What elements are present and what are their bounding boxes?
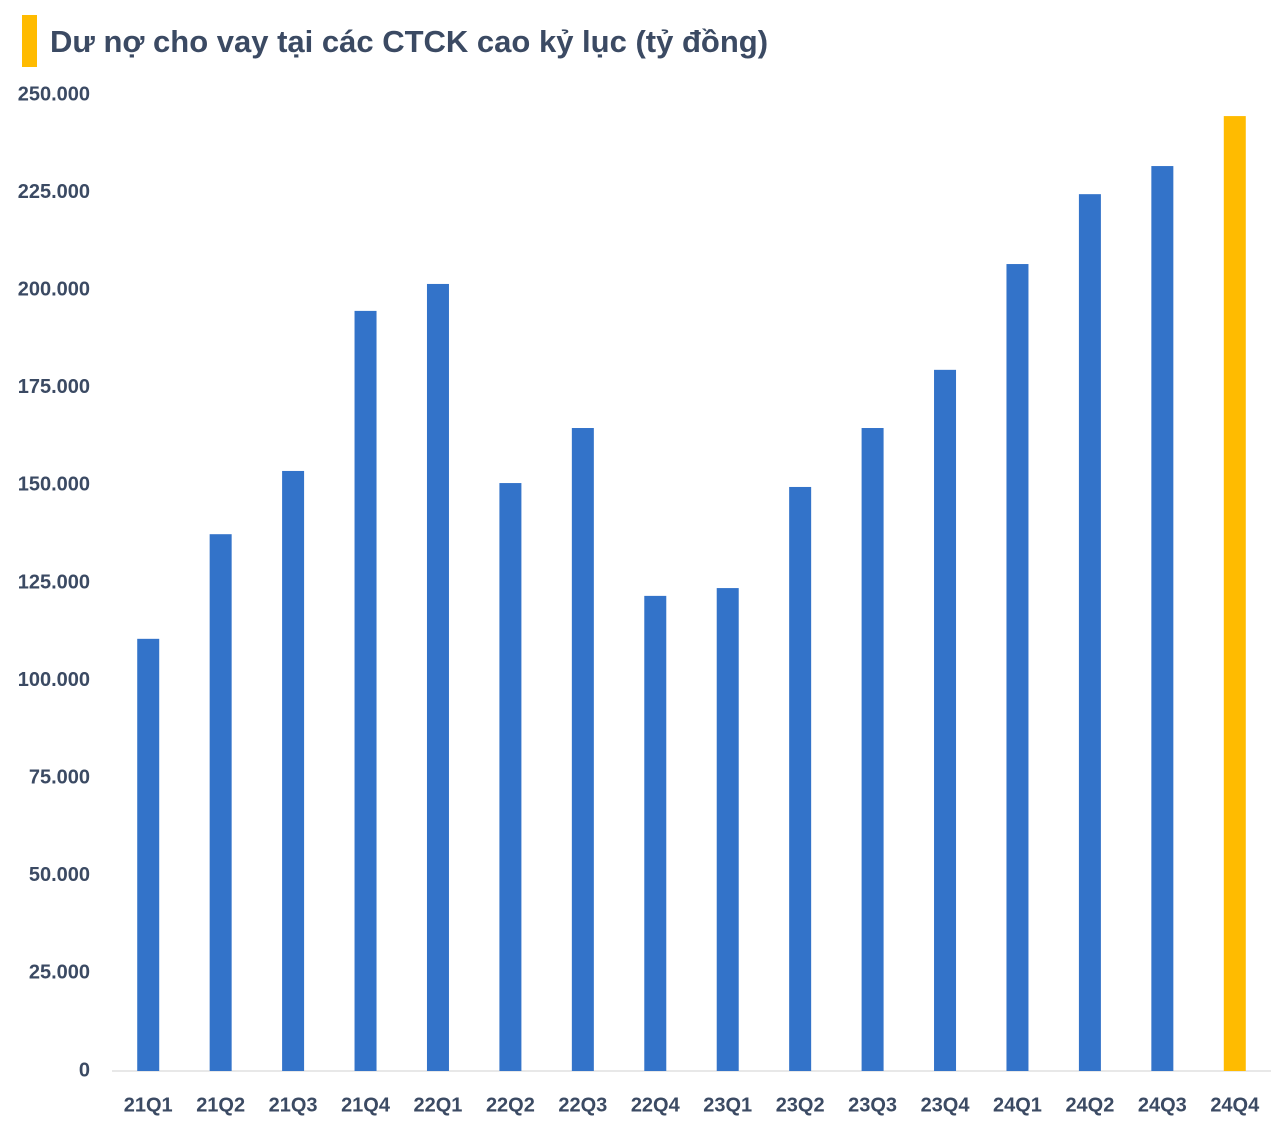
x-tick-label: 23Q2 (776, 1094, 825, 1116)
y-tick-label: 25.000 (29, 962, 90, 984)
bar (137, 638, 160, 1071)
y-tick-label: 125.000 (18, 571, 90, 593)
bar (1223, 116, 1246, 1071)
x-tick-label: 21Q1 (124, 1094, 173, 1116)
title-accent (22, 15, 37, 67)
bar (499, 483, 522, 1071)
bar (1006, 264, 1029, 1071)
bar (789, 486, 812, 1071)
x-tick-label: 24Q1 (993, 1094, 1042, 1116)
y-tick-label: 0 (79, 1059, 90, 1081)
bar (644, 595, 667, 1071)
y-tick-label: 100.000 (18, 669, 90, 691)
bar (354, 310, 377, 1071)
bar (571, 428, 594, 1071)
x-tick-label: 22Q4 (631, 1094, 681, 1116)
x-tick-label: 24Q2 (1065, 1094, 1114, 1116)
y-tick-label: 75.000 (29, 766, 90, 788)
x-tick-label: 21Q2 (196, 1094, 245, 1116)
y-tick-label: 225.000 (18, 181, 90, 203)
x-tick-label: 23Q3 (848, 1094, 897, 1116)
x-tick-label: 22Q1 (414, 1094, 463, 1116)
x-tick-label: 24Q4 (1210, 1094, 1260, 1116)
y-tick-label: 200.000 (18, 278, 90, 300)
bar (934, 369, 957, 1071)
y-tick-label: 150.000 (18, 474, 90, 496)
bar (282, 470, 305, 1071)
x-tick-label: 23Q4 (921, 1094, 971, 1116)
x-tick-label: 22Q3 (558, 1094, 607, 1116)
bar (426, 283, 449, 1071)
x-tick-label: 24Q3 (1138, 1094, 1187, 1116)
x-tick-label: 21Q4 (341, 1094, 391, 1116)
bar (1151, 166, 1174, 1071)
x-tick-label: 21Q3 (269, 1094, 318, 1116)
y-tick-label: 50.000 (29, 864, 90, 886)
x-tick-label: 22Q2 (486, 1094, 535, 1116)
x-tick-label: 23Q1 (703, 1094, 752, 1116)
bar (716, 588, 739, 1071)
y-tick-label: 250.000 (18, 83, 90, 105)
y-tick-label: 175.000 (18, 376, 90, 398)
bar (1078, 194, 1101, 1071)
bar (861, 428, 884, 1071)
chart-title: Dư nợ cho vay tại các CTCK cao kỷ lục (t… (50, 24, 768, 59)
bar (209, 534, 232, 1071)
